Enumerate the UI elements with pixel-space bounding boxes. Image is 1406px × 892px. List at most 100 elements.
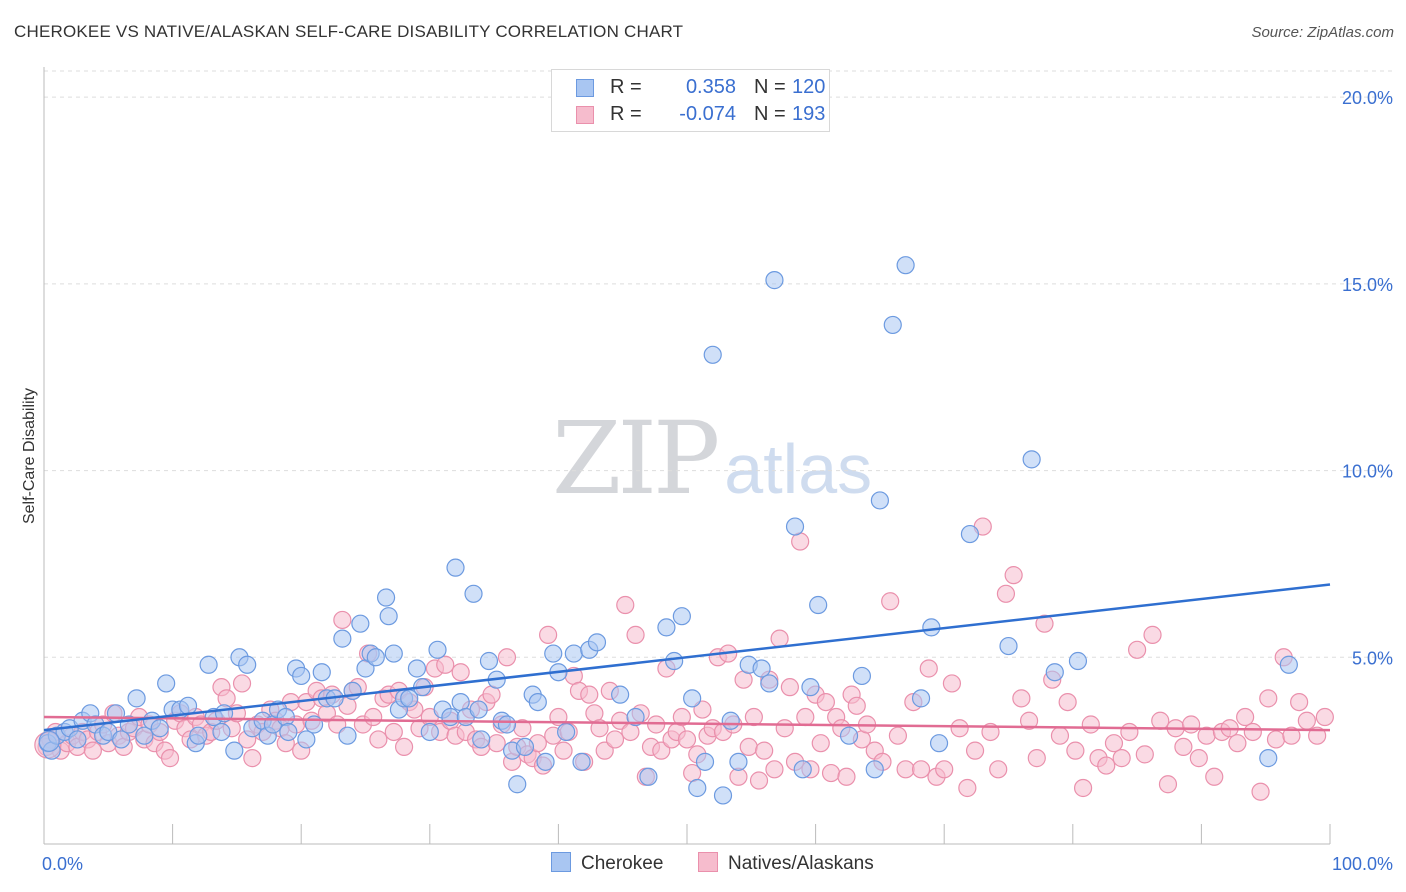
axes — [43, 67, 1331, 845]
y-tick-label: 5.0% — [1352, 648, 1393, 668]
cherokee-point — [896, 256, 915, 275]
trend-lines — [43, 583, 1331, 732]
cherokee-point — [1279, 655, 1298, 674]
native-point — [672, 707, 691, 727]
cherokee-point — [922, 618, 941, 637]
cherokee-point — [376, 588, 396, 607]
native-point — [942, 674, 962, 693]
cherokee-point — [112, 730, 131, 749]
native-point — [744, 707, 763, 727]
native-point — [333, 610, 352, 630]
native-point — [755, 741, 774, 760]
tick-labels: 5.0% 10.0% 15.0% 20.0% 0.0% 100.0% — [42, 88, 1393, 874]
native-point — [888, 726, 908, 745]
native-point — [1158, 775, 1178, 794]
cherokee-point — [1259, 749, 1278, 768]
native-point — [605, 730, 625, 749]
native-point — [595, 741, 614, 760]
cherokee-point — [801, 678, 820, 697]
native-point — [796, 707, 815, 727]
cherokee-point — [515, 737, 535, 757]
cherokee-point — [292, 666, 311, 686]
native-point — [1019, 711, 1039, 730]
cherokee-point — [809, 595, 828, 615]
cherokee-point — [721, 711, 740, 730]
cherokee-point — [199, 655, 218, 674]
cherokee-point — [276, 707, 295, 727]
native-point — [1004, 566, 1023, 585]
cherokee-point — [960, 524, 980, 544]
native-point — [1066, 741, 1085, 760]
y-axis-label: Self-Care Disability — [21, 387, 38, 525]
native-point — [1205, 767, 1224, 786]
native-point — [554, 741, 573, 760]
cherokee-trend-line — [43, 583, 1331, 732]
cherokee-point — [464, 584, 483, 603]
native-point — [1127, 640, 1147, 659]
native-point — [652, 741, 671, 760]
native-trend-line — [43, 715, 1331, 732]
cherokee-point — [127, 689, 146, 708]
x-tick-label: 0.0% — [42, 854, 83, 874]
native-point — [1251, 782, 1270, 801]
cherokee-point — [225, 741, 244, 760]
native-point — [1135, 745, 1154, 764]
native-point — [160, 749, 180, 768]
native-point — [693, 700, 712, 719]
cherokee-point — [528, 692, 547, 712]
cherokee-point — [441, 707, 460, 727]
native-point — [739, 737, 758, 757]
native-point — [1104, 734, 1124, 753]
native-point — [811, 734, 830, 753]
cherokee-point-cluster — [38, 730, 60, 752]
cherokee-point — [135, 726, 154, 745]
native-point — [996, 584, 1016, 603]
legend-n-value: 193 — [792, 103, 826, 125]
cherokee-point — [852, 666, 871, 686]
native-point — [935, 760, 954, 779]
native-swatch — [698, 852, 718, 872]
cherokee-point — [785, 517, 805, 536]
native-point — [394, 737, 414, 757]
cherokee-point — [911, 689, 931, 708]
native-point — [780, 678, 799, 697]
cherokee-point — [657, 618, 676, 637]
native-point — [1243, 722, 1262, 742]
native-point — [580, 685, 599, 704]
native-point — [1259, 689, 1278, 708]
cherokee-point — [238, 655, 257, 674]
native-point — [626, 625, 645, 644]
native-point — [1315, 707, 1334, 727]
cherokee-swatch — [576, 79, 594, 97]
cherokee-point — [557, 722, 576, 742]
native-point — [677, 730, 697, 749]
cherokee-point — [420, 722, 439, 742]
cherokee-point — [338, 726, 357, 745]
native-point — [837, 767, 856, 786]
native-point — [919, 659, 938, 678]
native-point — [364, 707, 383, 727]
native-point — [1228, 734, 1247, 753]
cherokee-point — [379, 607, 398, 626]
cherokee-point — [703, 345, 722, 364]
native-point — [436, 655, 455, 674]
native-point — [911, 760, 931, 779]
legend-r-label: R = — [610, 76, 642, 98]
native-point — [83, 741, 102, 760]
cherokee-point — [564, 644, 583, 663]
native-point — [775, 719, 794, 738]
cherokee-point — [333, 629, 352, 648]
native-point — [1112, 749, 1131, 768]
cherokee-point — [446, 558, 465, 577]
native-point — [1081, 715, 1100, 734]
native-point — [1143, 625, 1162, 644]
native-point — [770, 629, 789, 648]
cherokee-point — [351, 614, 370, 633]
native-point — [1120, 722, 1139, 742]
cherokee-swatch — [551, 852, 571, 872]
native-point — [243, 749, 262, 768]
cherokee-point — [639, 767, 658, 786]
native-point — [1058, 692, 1077, 712]
gridlines — [44, 70, 1393, 658]
